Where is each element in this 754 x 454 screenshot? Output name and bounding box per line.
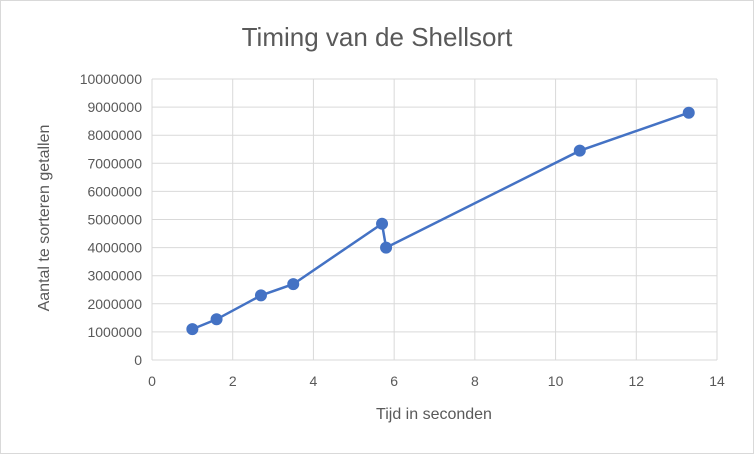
y-tick-label: 10000000 — [80, 71, 143, 87]
x-tick-label: 10 — [548, 373, 564, 389]
y-tick-label: 8000000 — [87, 127, 142, 143]
y-tick-label: 1000000 — [87, 324, 142, 340]
y-tick-label: 5000000 — [87, 212, 142, 228]
y-tick-label: 7000000 — [87, 155, 142, 171]
data-point — [186, 323, 199, 336]
grid-layer — [151, 78, 718, 361]
x-tick-label: 2 — [229, 373, 237, 389]
data-point — [210, 313, 223, 326]
series-line — [191, 111, 690, 331]
data-point — [573, 144, 586, 157]
x-axis-title: Tijd in seconden — [376, 406, 492, 423]
data-point — [682, 106, 695, 119]
series-layer — [186, 106, 695, 336]
y-tick-label: 6000000 — [87, 183, 142, 199]
y-axis-title: Aantal te sorteren getallen — [36, 125, 53, 312]
y-tick-label: 2000000 — [87, 296, 142, 312]
x-tick-label: 12 — [628, 373, 644, 389]
x-tick-label: 0 — [148, 373, 156, 389]
data-point — [376, 217, 389, 230]
y-tick-label: 9000000 — [87, 99, 142, 115]
y-tick-label: 4000000 — [87, 240, 142, 256]
y-tick-label: 0 — [134, 352, 142, 368]
x-tick-label: 4 — [310, 373, 318, 389]
x-tick-label: 6 — [390, 373, 398, 389]
chart-title: Timing van de Shellsort — [242, 22, 513, 52]
tick-labels: 0 1000000 2000000 3000000 4000000 5000000 6000… — [80, 71, 725, 389]
data-point — [287, 278, 300, 291]
x-tick-label: 14 — [709, 373, 725, 389]
x-tick-label: 8 — [471, 373, 479, 389]
data-point — [254, 289, 267, 302]
y-tick-label: 3000000 — [87, 268, 142, 284]
data-point — [380, 241, 393, 254]
